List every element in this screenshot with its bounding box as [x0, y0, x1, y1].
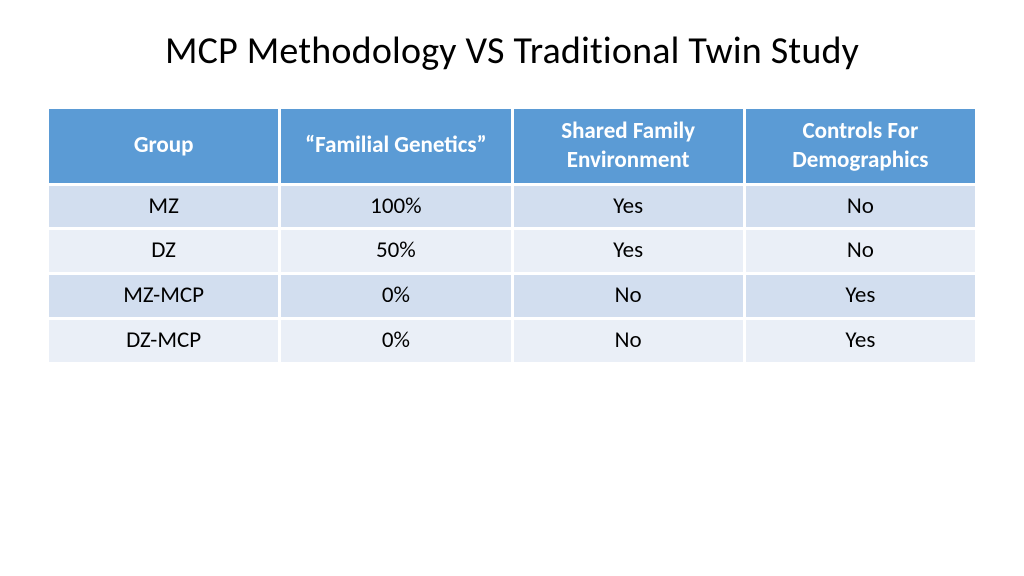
- cell-environment: Yes: [514, 230, 743, 272]
- col-header-genetics: “Familial Genetics”: [281, 109, 510, 183]
- comparison-table: Group “Familial Genetics” Shared Family …: [46, 106, 978, 365]
- cell-environment: No: [514, 275, 743, 317]
- cell-genetics: 50%: [281, 230, 510, 272]
- table-row: MZ-MCP 0% No Yes: [49, 275, 975, 317]
- col-header-group: Group: [49, 109, 278, 183]
- cell-genetics: 0%: [281, 275, 510, 317]
- cell-demographics: No: [746, 230, 975, 272]
- col-header-environment: Shared Family Environment: [514, 109, 743, 183]
- cell-environment: No: [514, 320, 743, 362]
- cell-group: MZ: [49, 186, 278, 228]
- cell-group: DZ-MCP: [49, 320, 278, 362]
- table-body: MZ 100% Yes No DZ 50% Yes No MZ-MCP 0% N…: [49, 186, 975, 363]
- cell-environment: Yes: [514, 186, 743, 228]
- table-row: MZ 100% Yes No: [49, 186, 975, 228]
- cell-demographics: Yes: [746, 275, 975, 317]
- cell-genetics: 100%: [281, 186, 510, 228]
- cell-genetics: 0%: [281, 320, 510, 362]
- cell-demographics: Yes: [746, 320, 975, 362]
- cell-demographics: No: [746, 186, 975, 228]
- table-row: DZ 50% Yes No: [49, 230, 975, 272]
- col-header-demographics: Controls For Demographics: [746, 109, 975, 183]
- table-row: DZ-MCP 0% No Yes: [49, 320, 975, 362]
- slide: MCP Methodology VS Traditional Twin Stud…: [0, 0, 1024, 576]
- cell-group: DZ: [49, 230, 278, 272]
- table-header-row: Group “Familial Genetics” Shared Family …: [49, 109, 975, 183]
- cell-group: MZ-MCP: [49, 275, 278, 317]
- slide-title: MCP Methodology VS Traditional Twin Stud…: [46, 28, 978, 74]
